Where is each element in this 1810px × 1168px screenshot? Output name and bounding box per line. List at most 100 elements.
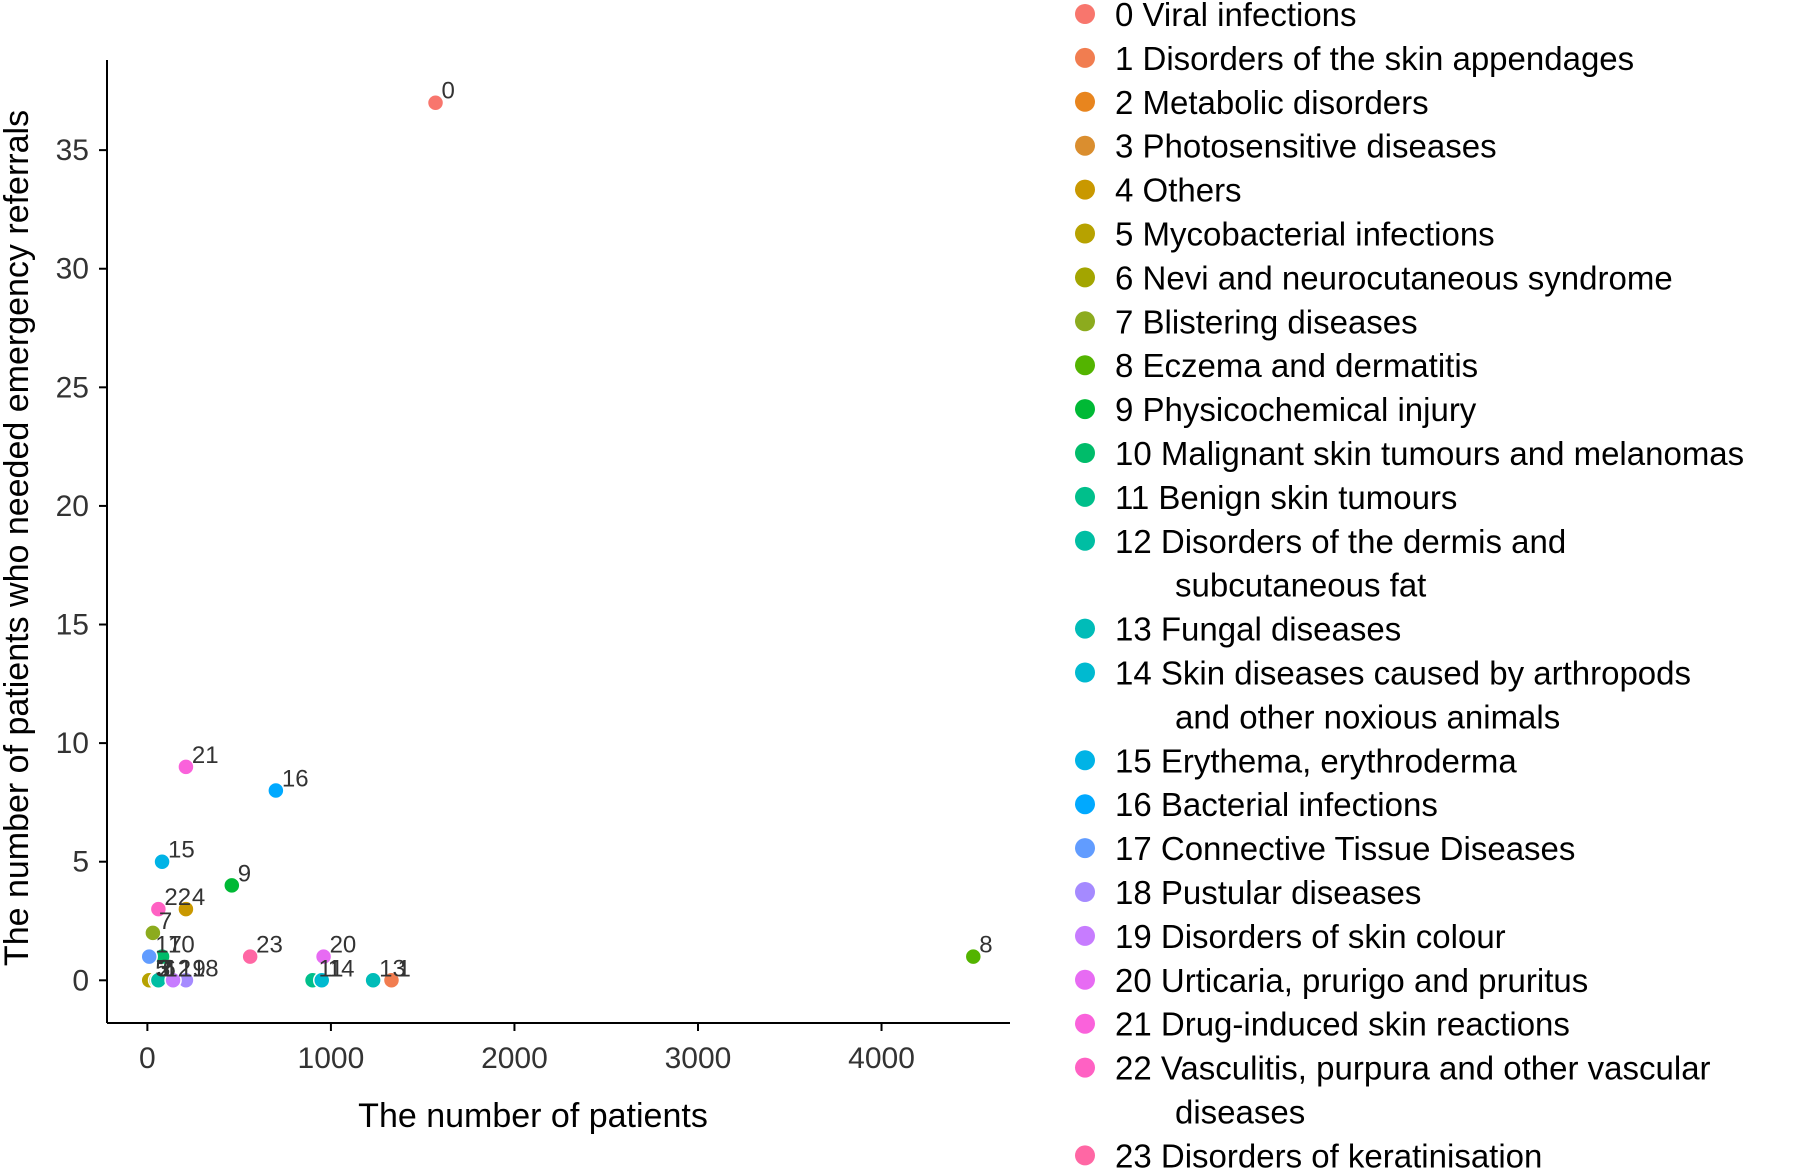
- legend-marker: [1075, 618, 1095, 639]
- point-label: 23: [256, 932, 283, 959]
- x-tick-label: 1000: [298, 1042, 365, 1075]
- point-label: 5: [155, 955, 168, 982]
- y-ticks: 0 5 10 15 20 25 30 35: [56, 134, 107, 997]
- legend-marker: [1075, 267, 1095, 288]
- legend-label: 4 Others: [1115, 172, 1242, 209]
- point-label: 21: [192, 742, 219, 769]
- legend-marker: [1075, 1145, 1095, 1166]
- legend-label: 5 Mycobacterial infections: [1115, 216, 1495, 253]
- data-point: [382, 971, 401, 990]
- data-point: [177, 758, 195, 776]
- legend-label: and other noxious animals: [1175, 698, 1560, 735]
- y-tick-label: 15: [56, 609, 89, 642]
- legend-marker: [1075, 925, 1095, 946]
- legend-label: 20 Urticaria, prurigo and pruritus: [1115, 962, 1588, 999]
- y-tick-label: 25: [56, 371, 89, 404]
- data-point: [144, 924, 162, 942]
- point-label: 15: [168, 837, 195, 864]
- point-label: 4: [192, 884, 205, 911]
- legend-label: 2 Metabolic disorders: [1115, 84, 1429, 121]
- point-label: 3: [157, 955, 170, 982]
- legend-marker: [1075, 794, 1095, 815]
- legend-marker: [1075, 838, 1095, 859]
- data-point: [164, 971, 182, 990]
- point-label: 16: [282, 766, 309, 793]
- legend-marker: [1075, 223, 1095, 244]
- data-point: [314, 947, 333, 966]
- data-point: [364, 971, 382, 990]
- data-point: [312, 971, 331, 990]
- point-label: 1: [397, 955, 410, 982]
- legend-label: 11 Benign skin tumours: [1115, 479, 1457, 516]
- legend-label: 7 Blistering diseases: [1115, 303, 1418, 340]
- legend-label: 10 Malignant skin tumours and melanomas: [1115, 435, 1744, 472]
- legend-label: 14 Skin diseases caused by arthropods: [1115, 655, 1691, 692]
- data-point: [426, 93, 445, 112]
- point-label: 11: [319, 955, 344, 982]
- point-label: 22: [164, 884, 191, 911]
- legend-marker: [1075, 750, 1095, 771]
- point-label: 8: [979, 932, 992, 959]
- legend-marker: [1075, 91, 1095, 112]
- legend-marker: [1075, 4, 1095, 24]
- legend-marker: [1075, 179, 1095, 200]
- point-label: 19: [179, 955, 206, 982]
- legend-marker: [1075, 355, 1095, 376]
- legend-label: 9 Physicochemical injury: [1115, 391, 1477, 428]
- legend-marker: [1075, 882, 1095, 902]
- legend-label: 0 Viral infections: [1115, 0, 1357, 33]
- point-label: 13: [379, 955, 406, 982]
- point-label: 14: [328, 955, 355, 982]
- data-points: [140, 93, 983, 990]
- data-point: [153, 852, 171, 871]
- point-label: 7: [159, 908, 172, 935]
- y-tick-label: 30: [56, 253, 89, 286]
- y-axis-title: The number of patients who needed emerge…: [0, 110, 36, 966]
- data-point: [223, 876, 241, 895]
- legend-label: 6 Nevi and neurocutaneous syndrome: [1115, 259, 1673, 296]
- legend-marker: [1075, 1013, 1095, 1034]
- legend-marker: [1075, 311, 1095, 332]
- legend-marker: [1075, 969, 1095, 990]
- point-label: 9: [238, 860, 251, 887]
- x-tick-label: 4000: [848, 1042, 915, 1075]
- y-tick-label: 20: [56, 490, 89, 523]
- x-tick-label: 0: [139, 1042, 156, 1075]
- legend-label: 22 Vasculitis, purpura and other vascula…: [1115, 1050, 1711, 1087]
- point-label: 0: [442, 78, 455, 105]
- legend-label: 12 Disorders of the dermis and: [1115, 523, 1566, 560]
- legend: 0 Viral infections 1 Disorders of the ski…: [1075, 0, 1744, 1168]
- legend-marker: [1075, 47, 1095, 68]
- x-tick-label: 2000: [481, 1042, 548, 1075]
- legend-marker: [1075, 399, 1095, 420]
- x-axis-title: The number of patients: [358, 1097, 708, 1135]
- y-tick-label: 5: [72, 846, 89, 879]
- legend-label: 8 Eczema and dermatitis: [1115, 347, 1478, 384]
- point-label: 20: [330, 932, 357, 959]
- data-point: [140, 947, 158, 966]
- legend-label: 13 Fungal diseases: [1115, 611, 1401, 648]
- legend-label: 3 Photosensitive diseases: [1115, 128, 1497, 165]
- legend-marker: [1075, 530, 1095, 551]
- data-point: [964, 947, 983, 966]
- data-point: [149, 900, 168, 918]
- x-tick-label: 3000: [665, 1042, 732, 1075]
- legend-label: 15 Erythema, erythroderma: [1115, 742, 1517, 779]
- x-ticks: 0 1000 2000 3000 4000: [139, 1023, 915, 1075]
- legend-marker: [1075, 1057, 1095, 1078]
- legend-marker: [1075, 486, 1095, 507]
- legend-label: 21 Drug-induced skin reactions: [1115, 1006, 1570, 1043]
- legend-marker: [1075, 135, 1095, 156]
- point-label: 10: [168, 932, 195, 959]
- point-label: 12: [164, 955, 191, 982]
- y-tick-label: 10: [56, 727, 89, 760]
- legend-label: 1 Disorders of the skin appendages: [1115, 40, 1634, 77]
- legend-label: 19 Disorders of skin colour: [1115, 918, 1506, 955]
- data-point: [177, 900, 195, 918]
- legend-label: 17 Connective Tissue Diseases: [1115, 830, 1575, 867]
- point-label: 17: [155, 932, 182, 959]
- legend-label: 23 Disorders of keratinisation: [1115, 1137, 1542, 1168]
- y-tick-label: 0: [72, 964, 89, 997]
